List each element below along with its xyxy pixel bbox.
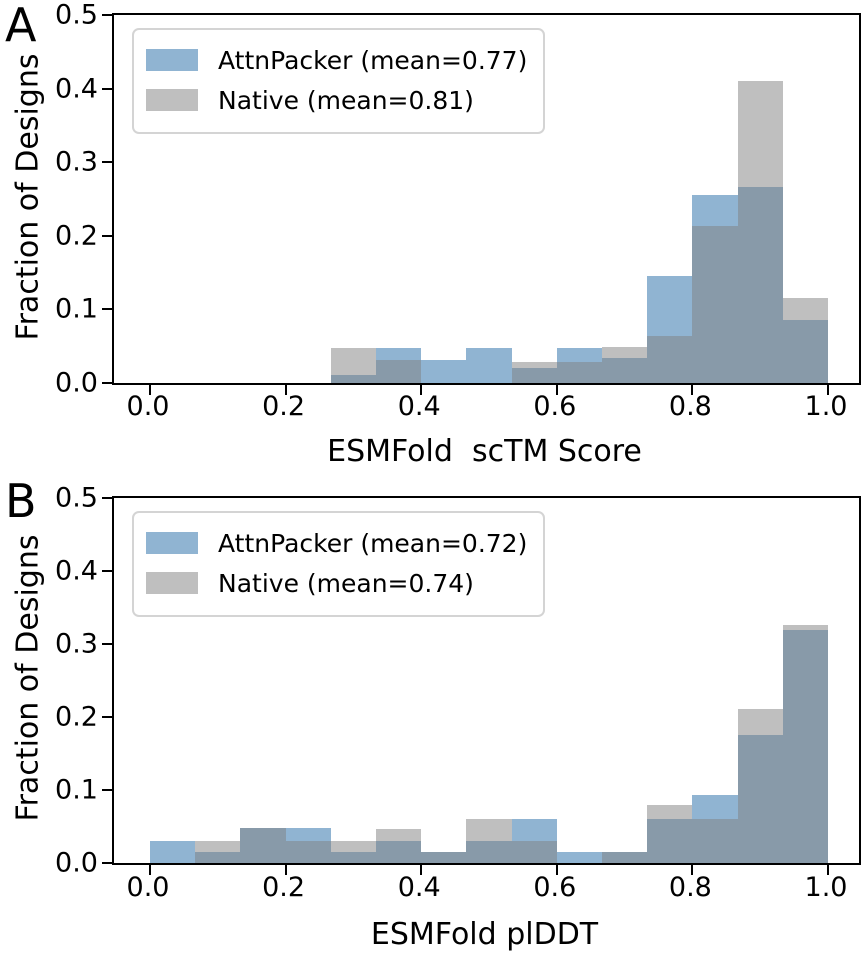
x-tick-mark bbox=[827, 385, 829, 395]
x-tick-label: 0.0 bbox=[126, 391, 170, 422]
legend-a: AttnPacker (mean=0.77) Native (mean=0.81… bbox=[132, 28, 546, 134]
legend-swatch-blue-icon bbox=[146, 49, 198, 71]
x-axis-label-a: ESMFold scTM Score bbox=[327, 434, 642, 469]
legend-item-native: Native (mean=0.81) bbox=[146, 80, 527, 120]
y-tick-mark bbox=[102, 643, 112, 645]
y-tick-mark bbox=[102, 234, 112, 237]
y-tick-label: 0.0 bbox=[55, 847, 98, 879]
x-axis-label-b: ESMFold plDDT bbox=[370, 917, 599, 952]
histogram-bar-native bbox=[195, 841, 241, 863]
panel-letter-a: A bbox=[5, 0, 37, 52]
x-tick-label: 0.8 bbox=[668, 872, 712, 903]
x-tick-label: 0.2 bbox=[262, 872, 306, 903]
plot-area-a: AttnPacker (mean=0.77) Native (mean=0.81… bbox=[55, 0, 861, 399]
x-tick-mark bbox=[284, 865, 287, 875]
y-tick-label: 0.1 bbox=[55, 774, 98, 806]
y-tick-label: 0.4 bbox=[55, 73, 98, 105]
histogram-bar-native bbox=[692, 226, 738, 383]
panel-letter-b: B bbox=[5, 474, 37, 528]
y-tick-mark bbox=[102, 308, 112, 311]
x-tick-mark bbox=[827, 865, 829, 875]
y-tick-label: 0.5 bbox=[55, 0, 98, 31]
legend-b: AttnPacker (mean=0.72) Native (mean=0.74… bbox=[132, 511, 546, 617]
y-tick-label: 0.0 bbox=[55, 367, 98, 399]
histogram-bar-native bbox=[737, 709, 783, 863]
x-tick-label: 0.6 bbox=[533, 872, 577, 903]
histogram-bar-native bbox=[376, 828, 422, 863]
x-tick-mark bbox=[691, 865, 694, 875]
histogram-bar-native bbox=[692, 818, 738, 863]
histogram-bar-native bbox=[782, 298, 828, 383]
histogram-bar-attnpacker bbox=[150, 841, 196, 863]
y-tick-label: 0.3 bbox=[55, 628, 98, 660]
legend-item-attnpacker: AttnPacker (mean=0.72) bbox=[146, 523, 527, 563]
legend-item-native: Native (mean=0.74) bbox=[146, 563, 527, 603]
plot-area-b: AttnPacker (mean=0.72) Native (mean=0.74… bbox=[55, 483, 861, 879]
y-tick-label: 0.3 bbox=[55, 146, 98, 178]
histogram-bar-attnpacker bbox=[466, 348, 512, 383]
histogram-bar-attnpacker bbox=[421, 360, 467, 383]
x-tick-mark bbox=[555, 865, 558, 875]
histogram-bar-native bbox=[466, 818, 512, 863]
x-tick-mark bbox=[420, 865, 423, 875]
y-tick-mark bbox=[102, 862, 112, 864]
histogram-bar-native bbox=[782, 625, 828, 863]
histogram-bar-native bbox=[737, 81, 783, 383]
histogram-bar-native bbox=[285, 841, 331, 863]
y-tick-mark bbox=[102, 87, 112, 90]
histogram-bar-native bbox=[421, 852, 467, 863]
legend-swatch-gray-icon bbox=[146, 572, 198, 594]
y-tick-label: 0.2 bbox=[55, 701, 98, 733]
legend-label-attnpacker: AttnPacker (mean=0.77) bbox=[218, 45, 528, 75]
y-tick-label: 0.2 bbox=[55, 220, 98, 252]
x-tick-mark bbox=[691, 385, 694, 395]
histogram-bar-native bbox=[647, 335, 693, 383]
histogram-bar-native bbox=[330, 841, 376, 863]
legend-label-native: Native (mean=0.81) bbox=[218, 85, 474, 115]
histogram-bar-native bbox=[330, 347, 376, 383]
legend-item-attnpacker: AttnPacker (mean=0.77) bbox=[146, 40, 527, 80]
y-tick-label: 0.5 bbox=[55, 482, 98, 514]
histogram-bar-native bbox=[511, 362, 557, 383]
histogram-bar-native bbox=[511, 841, 557, 863]
x-tick-label: 0.6 bbox=[533, 391, 577, 422]
y-tick-label: 0.1 bbox=[55, 293, 98, 325]
x-tick-mark bbox=[420, 385, 423, 395]
legend-label-native: Native (mean=0.74) bbox=[218, 568, 474, 598]
y-tick-mark bbox=[102, 570, 112, 572]
histogram-bar-native bbox=[602, 852, 648, 863]
x-tick-mark bbox=[555, 385, 558, 395]
histogram-bar-native bbox=[602, 346, 648, 383]
histogram-bar-native bbox=[556, 362, 602, 383]
x-tick-label: 0.4 bbox=[397, 391, 441, 422]
y-axis-label-b: Fraction of Designs bbox=[10, 534, 46, 822]
x-tick-mark bbox=[149, 385, 151, 395]
legend-label-attnpacker: AttnPacker (mean=0.72) bbox=[218, 528, 528, 558]
y-tick-mark bbox=[102, 789, 112, 791]
histogram-bar-native bbox=[376, 360, 422, 383]
x-tick-label: 0.4 bbox=[397, 872, 441, 903]
legend-swatch-gray-icon bbox=[146, 89, 198, 111]
y-tick-mark bbox=[102, 14, 112, 16]
x-tick-mark bbox=[149, 865, 151, 875]
histogram-bar-native bbox=[240, 828, 286, 863]
x-tick-label: 0.0 bbox=[126, 872, 170, 903]
x-tick-label: 0.8 bbox=[668, 391, 712, 422]
y-axis-label-a: Fraction of Designs bbox=[10, 53, 46, 341]
x-tick-mark bbox=[284, 385, 287, 395]
y-tick-mark bbox=[102, 497, 112, 499]
y-tick-label: 0.4 bbox=[55, 555, 98, 587]
histogram-bar-attnpacker bbox=[556, 852, 602, 863]
y-tick-mark bbox=[102, 716, 112, 718]
y-tick-mark bbox=[102, 382, 112, 384]
histogram-bar-native bbox=[647, 805, 693, 863]
x-tick-label: 1.0 bbox=[804, 872, 848, 903]
legend-swatch-blue-icon bbox=[146, 532, 198, 554]
x-tick-label: 0.2 bbox=[262, 391, 306, 422]
x-tick-label: 1.0 bbox=[804, 391, 848, 422]
y-tick-mark bbox=[102, 161, 112, 164]
